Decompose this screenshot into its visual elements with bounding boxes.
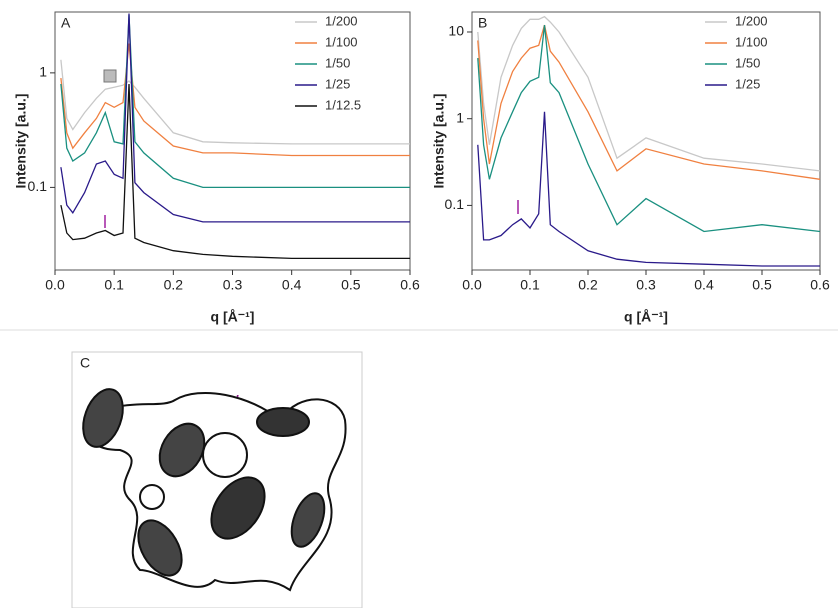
x-tick-label: 0.6: [810, 277, 830, 293]
x-tick-label: 0.2: [164, 277, 184, 293]
tunnel: [158, 422, 206, 478]
legend-text: 1/200: [735, 13, 768, 28]
cube-icon: [103, 69, 117, 83]
x-tick-label: 0.1: [520, 277, 540, 293]
pore: [139, 484, 165, 510]
x-tick-label: 0.5: [341, 277, 361, 293]
data-line: [60, 13, 410, 223]
data-line: [477, 24, 821, 180]
plot-frame: [471, 11, 821, 271]
legend-text: 1/100: [735, 34, 768, 49]
y-axis-title: Intensity [a.u.]: [431, 94, 447, 189]
y-tick-label: 10: [448, 23, 464, 39]
panel-label: C: [80, 355, 90, 371]
x-tick-label: 0.2: [578, 277, 598, 293]
gyroid-sketch: C L: [71, 351, 363, 609]
y-axis-title: Intensity [a.u.]: [13, 94, 29, 189]
legend-text: 1/50: [735, 55, 760, 70]
x-axis-title: q [Å⁻¹]: [211, 309, 255, 325]
x-tick-label: 0.0: [462, 277, 482, 293]
x-tick-label: 0.0: [45, 277, 65, 293]
x-tick-label: 0.5: [752, 277, 772, 293]
x-tick-label: 0.6: [400, 277, 420, 293]
x-tick-label: 0.4: [282, 277, 302, 293]
x-tick-label: 0.3: [636, 277, 656, 293]
data-line: [477, 25, 821, 233]
panel-label: A: [61, 15, 71, 31]
y-tick-label: 1: [39, 64, 47, 80]
tunnel: [256, 407, 310, 437]
y-tick-label: 0.1: [28, 178, 48, 194]
plot-frame: [54, 11, 411, 271]
data-line: [477, 111, 820, 267]
y-tick-label: 0.1: [445, 196, 465, 212]
legend-text: 1/25: [325, 76, 350, 91]
data-line: [60, 83, 410, 260]
legend-text: 1/100: [325, 34, 358, 49]
x-tick-label: 0.3: [223, 277, 243, 293]
tunnel: [137, 519, 183, 577]
tunnel: [210, 476, 266, 540]
panel-label: B: [478, 15, 487, 31]
tunnel: [290, 492, 326, 548]
y-tick-label: 1: [456, 109, 464, 125]
x-tick-label: 0.4: [694, 277, 714, 293]
tunnel: [82, 388, 124, 448]
legend-text: 1/25: [735, 76, 760, 91]
x-tick-label: 0.1: [104, 277, 124, 293]
data-line: [477, 15, 821, 172]
legend-text: 1/12.5: [325, 97, 361, 112]
pore: [202, 432, 248, 478]
legend-text: 1/50: [325, 55, 350, 70]
legend-text: 1/200: [325, 13, 358, 28]
data-line: [60, 43, 410, 157]
x-axis-title: q [Å⁻¹]: [624, 309, 668, 325]
data-line: [60, 59, 410, 145]
